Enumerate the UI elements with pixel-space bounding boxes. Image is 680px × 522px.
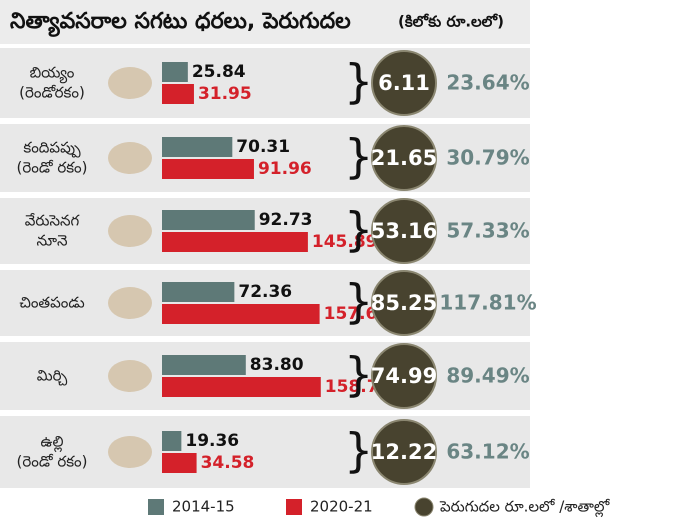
percent-label: 57.33% (446, 219, 529, 243)
increase-label: 12.22 (371, 440, 437, 464)
value-label: 72.36 (238, 282, 292, 302)
value-label: 19.36 (185, 431, 239, 451)
increase-circle (371, 343, 437, 409)
increase-circle (371, 198, 437, 264)
increase-circle (371, 125, 437, 191)
category-label: ఉల్లి (41, 433, 64, 453)
item-icon (108, 142, 152, 174)
row-panel (0, 48, 530, 118)
brace: } (344, 275, 373, 329)
category-label: కందిపప్పు (23, 139, 81, 159)
increase-label: 6.11 (378, 71, 430, 95)
increase-circle (371, 270, 437, 336)
item-icon (108, 436, 152, 468)
title-band (0, 0, 530, 44)
value-label: 92.73 (259, 210, 313, 230)
value-label: 70.31 (236, 137, 290, 157)
bar (162, 84, 194, 104)
percent-label: 23.64% (446, 71, 529, 95)
item-icon (108, 287, 152, 319)
category-label: వేరుసెనగ (25, 212, 80, 230)
bar (162, 159, 254, 179)
row-panel (0, 342, 530, 410)
brace: } (344, 130, 373, 184)
category-label: (రెండోరకం) (19, 84, 85, 102)
item-icon (108, 360, 152, 392)
value-label: 91.96 (258, 159, 312, 179)
value-label: 31.95 (198, 84, 252, 104)
brace: } (344, 203, 373, 257)
bar (162, 210, 255, 230)
legend-swatch (286, 499, 302, 515)
row-panel (0, 416, 530, 488)
value-label: 25.84 (192, 62, 246, 82)
increase-label: 85.25 (371, 291, 437, 315)
increase-circle (371, 419, 437, 485)
brace: } (344, 424, 373, 478)
legend-label: 2020-21 (310, 498, 373, 516)
bar (162, 431, 182, 451)
category-label: చింతపండు (19, 294, 84, 312)
category-label: (రెండో రకం) (16, 159, 87, 177)
value-label: 145.89 (312, 232, 378, 252)
row-panel (0, 198, 530, 264)
category-label: మిర్చి (37, 367, 68, 387)
bar (162, 137, 233, 157)
chart-title: నిత్యావసరాల సగటు ధరలు, పెరుగుదల (10, 9, 351, 37)
percent-label: 30.79% (446, 146, 529, 170)
category-label: బియ్యం (30, 64, 75, 84)
bar (162, 282, 235, 302)
bar (162, 232, 308, 252)
legend-label: 2014-15 (172, 498, 235, 516)
item-icon (108, 215, 152, 247)
value-label: 83.80 (250, 355, 304, 375)
percent-label: 63.12% (446, 440, 529, 464)
category-label: నూనె (36, 232, 67, 250)
value-label: 34.58 (201, 453, 255, 473)
legend-swatch (148, 499, 164, 515)
item-icon (108, 67, 152, 99)
bar (162, 62, 188, 82)
increase-label: 21.65 (371, 146, 437, 170)
increase-circle (371, 50, 437, 116)
bar (162, 304, 320, 324)
increase-label: 74.99 (371, 364, 437, 388)
percent-label: 89.49% (446, 364, 529, 388)
category-label: (రెండో రకం) (16, 453, 87, 471)
brace: } (344, 55, 373, 109)
row-panel (0, 124, 530, 192)
row-panel (0, 270, 530, 336)
increase-label: 53.16 (371, 219, 437, 243)
bar (162, 377, 321, 397)
legend-swatch (414, 497, 434, 517)
chart-subtitle: (కిలోకు రూ.లలో) (398, 13, 504, 31)
brace: } (344, 348, 373, 402)
bar (162, 453, 197, 473)
legend-label: పెరుగుదల రూ.లలో /శాతాల్లో (439, 498, 611, 518)
percent-label: 117.81% (439, 291, 536, 315)
bar (162, 355, 246, 375)
